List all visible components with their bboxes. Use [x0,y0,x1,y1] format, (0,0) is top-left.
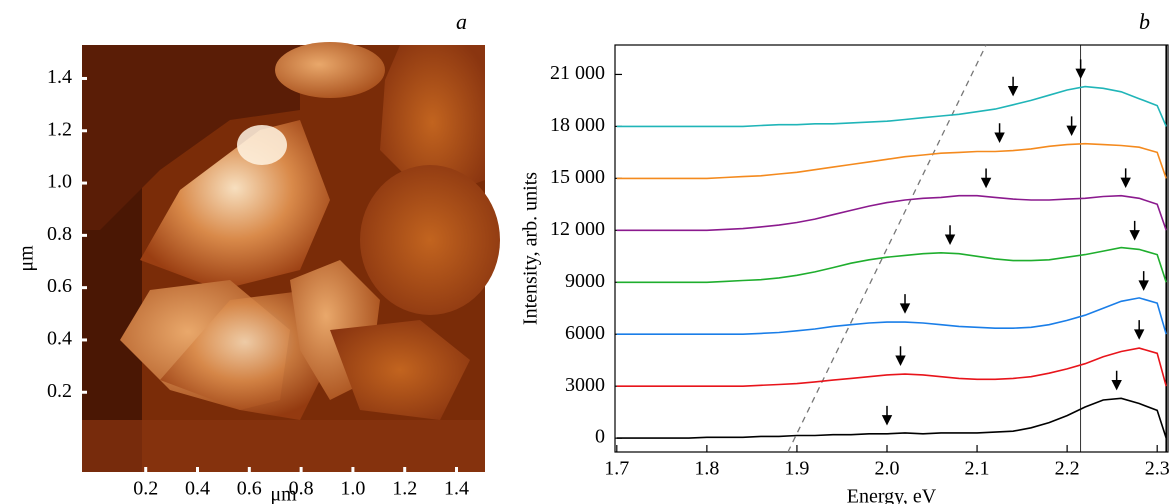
peak-arrow [1111,370,1122,391]
x-tick-label: 1.4 [444,478,469,500]
spectrum-line [616,297,1167,335]
x-tick-label: 2.2 [1055,458,1080,480]
guide-line [787,44,987,453]
peak-arrow [1133,320,1145,340]
x-tick-label: 1.0 [340,478,365,500]
y-tick-label: 9000 [565,270,605,292]
y-tick-label: 0.2 [47,380,72,402]
y-tick-label: 0 [595,426,605,448]
plot-frame [614,44,1169,453]
y-tick-label: 0.8 [47,223,72,245]
peak-arrow [1066,116,1077,137]
spectrum-line [616,142,1167,180]
x-tick-label: 0.6 [237,478,262,500]
peak-arrow [980,168,992,189]
y-tick-label: 15 000 [550,166,605,188]
x-tick-label: 0.2 [133,478,158,500]
y-tick-label: 1.2 [47,118,72,140]
spectrum-line [616,397,1167,439]
afm-image [82,42,500,472]
y-axis-label: Intensity, arb. units [520,172,542,325]
y-tick-label: 21 000 [550,62,605,84]
x-tick-label: 1.9 [784,458,809,480]
peak-arrow [944,225,956,245]
x-axis-label: μm [270,484,297,504]
chart-layer: 0.2 0.4 0.6 0.8 1.0 1.2 1.4 0.2 0.4 0.6 0.8 1.0 1.2 1… [16,9,1170,504]
peak-arrow [899,294,911,314]
y-tick-label: 3000 [565,374,605,396]
y-tick-label: 12 000 [550,218,605,240]
x-tick-label: 1.7 [604,458,629,480]
x-axis-label: Energy, eV [847,486,937,504]
panel-label: b [1139,9,1150,34]
peak-arrow [1007,76,1019,97]
x-tick-label: 0.8 [289,478,314,500]
x-tick-label: 1.8 [694,458,719,480]
y-tick-label: 18 000 [550,114,605,136]
y-tick-label: 6000 [565,322,605,344]
y-tick-label: 0.4 [47,328,72,350]
peak-arrow [1129,220,1140,241]
panel-label: a [456,9,467,34]
x-tick-label: 2.3 [1145,458,1170,480]
x-tick-label: 2.0 [874,458,899,480]
spectrum-line [616,194,1167,232]
spectrum-line [616,85,1167,128]
y-tick-label: 1.4 [47,66,72,88]
peak-arrow [994,123,1005,143]
spectrum-line [616,246,1167,284]
peak-arrow [1120,168,1131,189]
peak-arrow [1075,59,1086,80]
peak-arrow [1138,271,1149,291]
peak-arrow [895,346,906,366]
y-tick-label: 0.6 [47,275,72,297]
y-axis-label: μm [16,245,38,272]
x-tick-label: 2.1 [965,458,990,480]
peak-arrow [881,405,893,426]
spectrum-line [616,347,1167,387]
x-tick-label: 0.4 [185,478,210,500]
y-tick-label: 1.0 [47,171,72,193]
x-tick-label: 1.2 [392,478,417,500]
